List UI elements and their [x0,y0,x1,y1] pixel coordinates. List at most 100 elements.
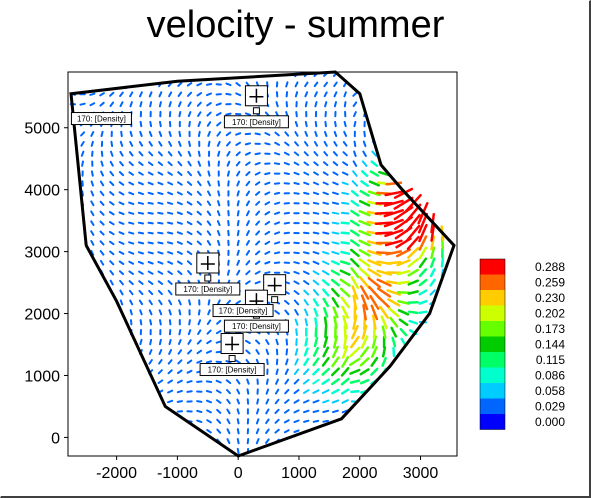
velocity-arrow [323,307,329,318]
velocity-arrow [236,398,240,405]
probe-label: 170: [Density] [219,307,268,316]
velocity-arrow [167,359,173,365]
velocity-arrow [186,191,193,196]
velocity-arrow [331,211,340,215]
velocity-arrow [254,171,261,176]
velocity-arrow [332,181,339,186]
velocity-arrow [367,190,381,197]
legend-label: 0.000 [535,415,565,429]
velocity-arrow [157,171,164,176]
velocity-arrow [350,335,360,349]
velocity-arrow [303,270,310,275]
velocity-arrow [158,349,163,355]
velocity-arrow [167,280,173,285]
velocity-arrow [206,399,212,404]
velocity-arrow [206,200,212,207]
velocity-arrow [285,358,289,366]
velocity-arrow [405,213,421,233]
velocity-arrow [119,299,124,306]
velocity-arrow [407,310,419,315]
velocity-arrow [303,368,310,376]
velocity-arrow [304,318,308,327]
velocity-arrow [255,428,260,435]
velocity-arrow [392,346,396,357]
probe-marker: 170: [Density] [223,85,289,129]
velocity-arrow [343,101,347,108]
velocity-arrow [293,290,300,295]
velocity-arrow [197,309,201,316]
velocity-arrow [206,102,212,107]
velocity-arrow [138,299,144,306]
velocity-arrow [376,287,392,298]
velocity-arrow [303,280,310,286]
velocity-arrow [283,429,290,434]
velocity-arrow [188,319,191,326]
velocity-arrow [255,210,261,216]
velocity-arrow [264,261,271,265]
velocity-arrow [349,357,361,366]
velocity-arrow [440,257,445,268]
y-tick-label: 4000 [24,183,60,200]
velocity-arrow [177,81,183,87]
velocity-arrow [168,339,172,346]
velocity-arrow [186,359,193,365]
velocity-arrow [89,102,96,107]
velocity-arrow [207,160,211,167]
velocity-arrow [429,289,436,296]
velocity-arrow [159,319,162,326]
velocity-arrow [109,101,115,107]
velocity-arrow [284,378,290,385]
velocity-arrow [176,250,183,255]
velocity-arrow [167,270,173,275]
velocity-arrow [384,239,403,247]
velocity-arrow [294,81,299,88]
velocity-arrow [137,251,144,255]
velocity-arrow [255,220,261,226]
velocity-arrow [147,280,154,285]
velocity-arrow [90,220,95,226]
velocity-arrow [304,120,308,128]
velocity-arrow [340,211,350,215]
velocity-arrow [187,339,192,345]
velocity-arrow [90,140,94,147]
velocity-arrow [80,131,86,137]
velocity-arrow [129,101,133,108]
velocity-arrow [293,299,300,306]
velocity-arrow [266,358,269,366]
velocity-arrow [322,171,329,176]
velocity-arrow [339,269,351,276]
velocity-arrow [360,294,369,311]
velocity-arrow [369,170,380,177]
velocity-arrow [312,419,320,423]
legend-swatch [480,321,505,337]
velocity-arrow [312,357,320,367]
velocity-arrow [196,220,202,226]
velocity-arrow [332,191,339,196]
velocity-arrow [119,161,124,167]
velocity-arrow [341,201,350,205]
velocity-arrow [118,211,125,216]
velocity-arrow [186,201,193,206]
velocity-arrow [353,140,357,148]
velocity-arrow [303,409,310,414]
velocity-arrow [254,132,261,136]
velocity-arrow [265,378,269,385]
velocity-arrow [350,276,360,290]
velocity-arrow [215,330,222,335]
velocity-arrow [303,389,310,394]
velocity-arrow [264,132,271,136]
velocity-arrow [264,111,270,117]
velocity-arrow [128,270,134,275]
velocity-arrow [383,218,404,228]
velocity-arrow [313,141,319,147]
velocity-arrow [313,161,319,167]
velocity-arrow [109,180,115,186]
velocity-arrow [109,240,115,246]
velocity-arrow [110,140,114,147]
velocity-arrow [371,314,377,330]
velocity-arrow [254,161,261,166]
velocity-arrow [333,130,338,137]
velocity-arrow [227,180,230,187]
velocity-arrow [158,101,162,108]
